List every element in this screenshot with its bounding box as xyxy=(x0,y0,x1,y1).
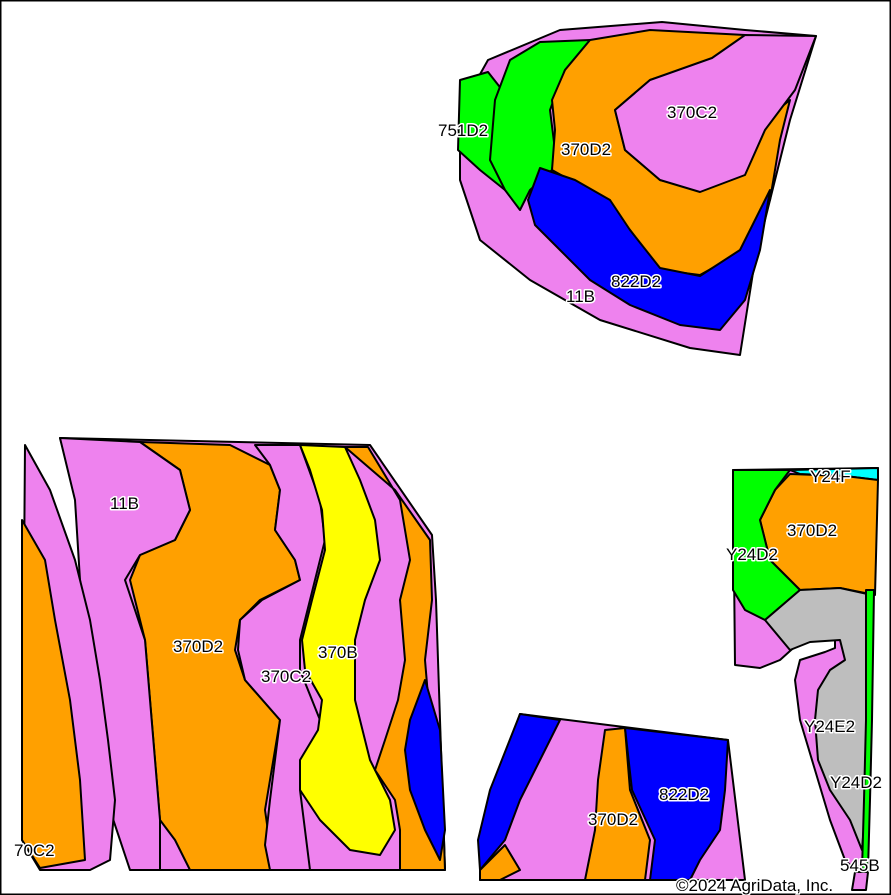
label-370c2-left: 370C2 xyxy=(261,667,311,686)
label-545b: 545B xyxy=(840,856,880,875)
label-y24f: Y24F xyxy=(810,467,851,486)
soil-polygon-370b xyxy=(299,444,396,856)
label-y24d2-top: Y24D2 xyxy=(726,545,778,564)
label-370b: 370B xyxy=(318,643,358,662)
label-11b-top: 11B xyxy=(566,287,595,306)
soil-polygon-y24d2-strip xyxy=(861,589,875,871)
soil-polygon-822d2-top xyxy=(527,167,771,331)
top-field xyxy=(457,21,817,356)
label-822d2-mid: 822D2 xyxy=(659,785,709,804)
label-y24d2-bottom: Y24D2 xyxy=(830,773,882,792)
label-370c2-top: 370C2 xyxy=(667,103,717,122)
label-370d2-right: 370D2 xyxy=(787,521,837,540)
label-370d2-mid: 370D2 xyxy=(588,810,638,829)
soil-polygon-822d2-mid xyxy=(624,727,729,881)
right-field xyxy=(732,467,879,891)
label-370d2-top: 370D2 xyxy=(561,140,611,159)
soil-polygon-822d2-bl xyxy=(477,713,561,871)
label-370d2-left: 370D2 xyxy=(173,637,223,656)
soil-polygon-545b xyxy=(851,871,869,891)
label-751d2: 751D2 xyxy=(438,121,488,140)
label-822d2-top: 822D2 xyxy=(611,272,661,291)
label-70c2: 70C2 xyxy=(14,841,55,860)
left-field xyxy=(21,437,446,871)
soil-polygon-y24d2-top xyxy=(732,469,801,621)
copyright-text: ©2024 AgriData, Inc. xyxy=(676,876,833,895)
label-y24e2: Y24E2 xyxy=(804,717,855,736)
soil-polygon-822d2-left xyxy=(404,679,446,861)
bottom-center-field xyxy=(477,713,746,881)
soil-polygon-370c2-top xyxy=(614,34,817,193)
label-11b-left: 11B xyxy=(110,494,139,513)
soil-labels: 751D2 370C2 370D2 822D2 11B 11B 370D2 37… xyxy=(13,102,884,877)
soil-polygon-70c2 xyxy=(21,519,86,869)
soil-polygon-370d2-bl xyxy=(479,844,521,881)
